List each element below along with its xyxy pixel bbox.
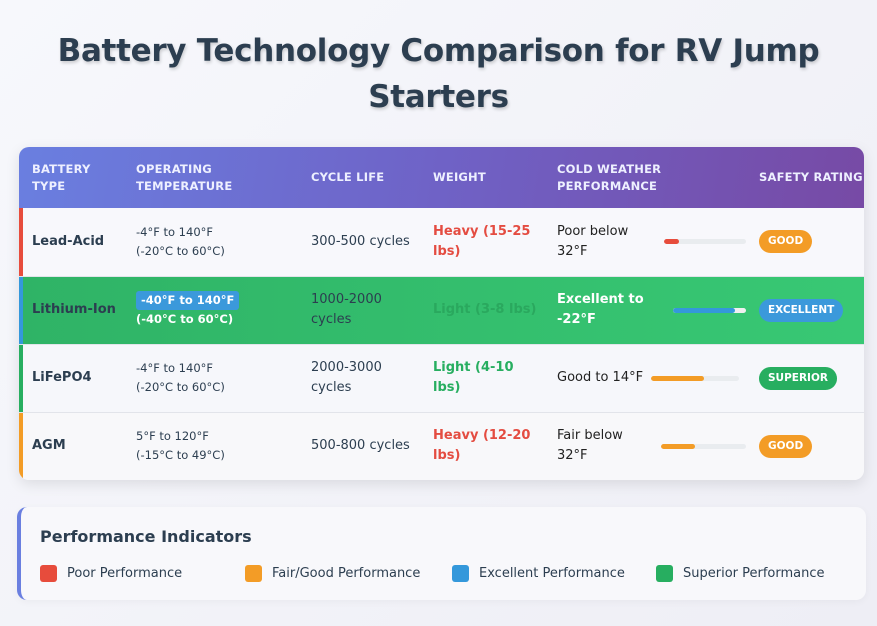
cell-safety-rating: Good <box>746 208 864 276</box>
cold-weather-bar <box>651 375 740 381</box>
header-safety-rating: Safety Rating <box>759 170 863 184</box>
legend-label: Poor Performance <box>67 566 183 581</box>
performance-legend: Performance Indicators Poor Performance F… <box>17 507 866 600</box>
safety-rating-badge: Good <box>759 230 813 254</box>
cell-battery-type: LiFePO4 <box>19 344 123 412</box>
cell-operating-temperature: 5°F to 120°F (-15°C to 49°C) <box>123 412 298 480</box>
cold-weather-text: Fair below 32°F <box>557 428 623 464</box>
cold-weather-bar-fill <box>661 443 696 449</box>
cell-weight: Light (3-8 lbs) <box>420 276 544 344</box>
legend-swatch <box>245 565 262 582</box>
weight-value: Light (3-8 lbs) <box>433 302 537 317</box>
table-row[interactable]: Lithium-Ion -40°F to 140°F (-40°C to 60°… <box>19 276 864 344</box>
legend-label: Fair/Good Performance <box>272 566 421 581</box>
battery-type-label: AGM <box>32 438 66 454</box>
table-header-row: Battery Type Operating Temperature Cycle… <box>19 147 864 208</box>
table-row[interactable]: LiFePO4 -4°F to 140°F (-20°C to 60°C) 20… <box>19 344 864 412</box>
cold-weather-text: Poor below 32°F <box>557 223 629 259</box>
battery-type-label: LiFePO4 <box>32 370 92 385</box>
cycle-life-value: 500-800 cycles <box>311 438 410 454</box>
comparison-table-card: Battery Type Operating Temperature Cycle… <box>19 147 864 480</box>
temp-fahrenheit: 5°F to 120°F <box>136 429 209 444</box>
header-operating-temperature: Operating Temperature <box>136 161 233 193</box>
cell-cold-weather: Excellent to -22°F <box>544 276 746 344</box>
legend-item: Fair/Good Performance <box>245 565 420 582</box>
page-title: Battery Technology Comparison for RV Jum… <box>0 28 877 120</box>
row-color-edge <box>19 276 23 344</box>
header-cold-weather: Cold Weather Performance <box>557 161 662 193</box>
cell-operating-temperature: -4°F to 140°F (-20°C to 60°C) <box>123 208 298 276</box>
cell-weight: Heavy (12-20 lbs) <box>420 412 544 480</box>
cycle-life-value: 1000-2000 cycles <box>311 292 382 327</box>
cell-weight: Heavy (15-25 lbs) <box>420 208 544 276</box>
temp-celsius: (-20°C to 60°C) <box>136 380 225 394</box>
safety-rating-badge: Good <box>759 434 813 458</box>
legend-item: Poor Performance <box>40 565 182 582</box>
cell-cycle-life: 300-500 cycles <box>298 208 420 276</box>
weight-value: Heavy (12-20 lbs) <box>433 428 531 464</box>
safety-rating-badge: Excellent <box>759 298 844 322</box>
cell-operating-temperature: -40°F to 140°F (-40°C to 60°C) <box>123 276 298 344</box>
cell-weight: Light (4-10 lbs) <box>420 344 544 412</box>
header-cycle-life: Cycle Life <box>311 170 385 184</box>
legend-swatch <box>40 565 57 582</box>
table-row[interactable]: AGM 5°F to 120°F (-15°C to 49°C) 500-800… <box>19 412 864 480</box>
cold-weather-bar <box>661 443 746 449</box>
cell-cycle-life: 2000-3000 cycles <box>298 344 420 412</box>
cell-cycle-life: 1000-2000 cycles <box>298 276 420 344</box>
battery-type-label: Lithium-Ion <box>32 302 116 317</box>
legend-title: Performance Indicators <box>40 527 252 546</box>
cycle-life-value: 300-500 cycles <box>311 233 410 249</box>
cell-operating-temperature: -4°F to 140°F (-20°C to 60°C) <box>123 344 298 412</box>
cold-weather-bar-fill <box>672 307 736 313</box>
temp-celsius: (-15°C to 49°C) <box>136 448 225 463</box>
table-row[interactable]: Lead-Acid -4°F to 140°F (-20°C to 60°C) … <box>19 208 864 276</box>
temp-fahrenheit: -40°F to 140°F <box>136 291 240 310</box>
legend-item: Excellent Performance <box>452 565 625 582</box>
temp-celsius: (-40°C to 60°C) <box>136 312 234 326</box>
temp-fahrenheit: -4°F to 140°F <box>136 361 214 375</box>
safety-rating-badge: Superior <box>759 366 837 390</box>
cell-battery-type: Lithium-Ion <box>19 276 123 344</box>
header-battery-type: Battery Type <box>32 161 91 193</box>
legend-swatch <box>656 565 673 582</box>
cell-cold-weather: Fair below 32°F <box>544 412 746 480</box>
temp-celsius: (-20°C to 60°C) <box>136 243 225 258</box>
row-color-edge <box>19 208 23 276</box>
legend-swatch <box>452 565 469 582</box>
header-weight: Weight <box>433 170 486 184</box>
cell-safety-rating: Good <box>746 412 864 480</box>
page-title-line2: Starters <box>368 79 509 115</box>
legend-item: Superior Performance <box>656 565 825 582</box>
row-color-edge <box>19 412 23 480</box>
cold-weather-bar-fill <box>663 239 679 245</box>
weight-value: Light (4-10 lbs) <box>433 360 514 395</box>
comparison-table: Battery Type Operating Temperature Cycle… <box>19 147 864 480</box>
cell-cold-weather: Poor below 32°F <box>544 208 746 276</box>
weight-value: Heavy (15-25 lbs) <box>433 223 531 259</box>
row-color-edge <box>19 344 23 412</box>
cell-safety-rating: Excellent <box>746 276 864 344</box>
cold-weather-text: Excellent to -22°F <box>557 292 644 327</box>
cold-weather-text: Good to 14°F <box>557 370 644 385</box>
cell-safety-rating: Superior <box>746 344 864 412</box>
legend-label: Superior Performance <box>683 566 825 581</box>
battery-type-label: Lead-Acid <box>32 233 105 249</box>
legend-label: Excellent Performance <box>479 566 625 581</box>
temp-fahrenheit: -4°F to 140°F <box>136 224 214 239</box>
cycle-life-value: 2000-3000 cycles <box>311 360 382 395</box>
cell-battery-type: AGM <box>19 412 123 480</box>
cold-weather-bar-fill <box>651 375 704 381</box>
cell-cycle-life: 500-800 cycles <box>298 412 420 480</box>
cell-cold-weather: Good to 14°F <box>544 344 746 412</box>
cell-battery-type: Lead-Acid <box>19 208 123 276</box>
cold-weather-bar <box>663 239 746 245</box>
page-title-line1: Battery Technology Comparison for RV Jum… <box>57 33 820 69</box>
cold-weather-bar <box>672 307 746 313</box>
